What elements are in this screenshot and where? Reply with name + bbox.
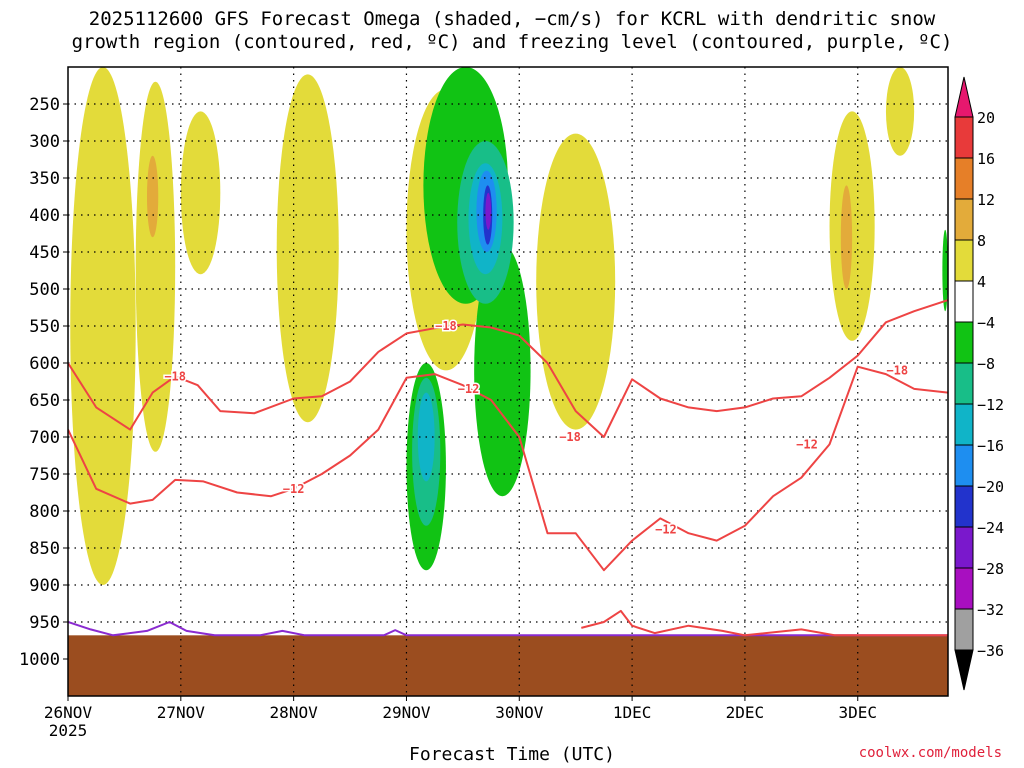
- colorbar-swatch: [954, 403, 974, 446]
- omega-shaded-region: [135, 81, 176, 452]
- y-tick-label: 1000: [19, 650, 60, 670]
- x-tick-label: 2DEC: [726, 703, 765, 722]
- colorbar-swatch: [954, 198, 974, 241]
- colorbar-swatch: [954, 608, 974, 651]
- omega-shaded-region: [536, 133, 616, 430]
- y-tick-label: 700: [29, 428, 60, 448]
- colorbar-label: −12: [977, 396, 1004, 414]
- contour-label: −18: [886, 363, 908, 377]
- omega-shaded-region: [829, 111, 875, 341]
- colorbar-swatch: [954, 485, 974, 528]
- contour-label: −18: [164, 369, 186, 383]
- y-tick-label: 650: [29, 391, 60, 411]
- gridline-layer: [68, 67, 948, 696]
- y-tick-label: 850: [29, 539, 60, 559]
- omega-shaded-region: [146, 155, 159, 238]
- colorbar-swatch: [954, 239, 974, 282]
- colorbar-swatch: [954, 280, 974, 323]
- colorbar-label: −32: [977, 601, 1004, 619]
- colorbar-swatch: [954, 321, 974, 364]
- y-tick-label: 600: [29, 354, 60, 374]
- colorbar-bottom-arrow: [954, 649, 974, 691]
- omega-shaded-region: [840, 185, 853, 289]
- colorbar-swatch: [954, 157, 974, 200]
- y-tick-label: 550: [29, 317, 60, 337]
- omega-shading-layer: [70, 67, 948, 585]
- colorbar-label: −16: [977, 437, 1004, 455]
- x-tick-label: 29NOV: [382, 703, 431, 722]
- contour-label: −12: [283, 482, 305, 496]
- colorbar-label: −8: [977, 355, 995, 373]
- colorbar-label: −4: [977, 314, 995, 332]
- x-tick-label: 27NOV: [157, 703, 206, 722]
- y-tick-label: 750: [29, 465, 60, 485]
- contour-line: [68, 621, 948, 637]
- y-tick-label: 800: [29, 502, 60, 522]
- colorbar-swatch: [954, 567, 974, 610]
- y-tick-label: 400: [29, 206, 60, 226]
- contour-label: −12: [655, 523, 677, 537]
- x-tick-label: 28NOV: [270, 703, 319, 722]
- axes-layer: 250 300 350 400 450 500 550 600 650 700 750 800 850 9…: [19, 66, 949, 740]
- x-tick-label: 26NOV: [44, 703, 93, 722]
- contour-label: −18: [559, 430, 581, 444]
- credit-link[interactable]: coolwx.com/models: [858, 745, 1002, 761]
- contour-label: −12: [458, 382, 480, 396]
- colorbar-swatch: [954, 526, 974, 569]
- y-tick-label: 900: [29, 576, 60, 596]
- omega-shaded-region: [942, 229, 948, 312]
- plot-frame: [67, 66, 949, 697]
- omega-shaded-region: [485, 192, 492, 230]
- colorbar-label: 12: [977, 191, 995, 209]
- contour-line: [68, 365, 948, 572]
- x-tick-label: 30NOV: [495, 703, 544, 722]
- contour-label: −12: [796, 437, 818, 451]
- colorbar-label: −20: [977, 478, 1004, 496]
- colorbar-swatch: [954, 362, 974, 405]
- colorbar-label: −36: [977, 642, 1004, 660]
- y-tick-label: 450: [29, 243, 60, 263]
- colorbar-swatch: [954, 444, 974, 487]
- y-tick-label: 500: [29, 280, 60, 300]
- colorbar-label: 4: [977, 273, 986, 291]
- y-tick-label: 300: [29, 132, 60, 152]
- ground-surface: [68, 635, 948, 696]
- chart-title-line-1: 2025112600 GFS Forecast Omega (shaded, −…: [88, 8, 936, 30]
- snow-region-contour: [581, 609, 948, 637]
- omega-shaded-region: [276, 74, 339, 423]
- colorbar-label: 8: [977, 232, 986, 250]
- colorbar-label: −28: [977, 560, 1004, 578]
- chart-title-line-2: growth region (contoured, red, ºC) and f…: [71, 31, 953, 53]
- x-tick-sublabel: 2025: [49, 721, 88, 740]
- omega-shaded-region: [70, 67, 136, 585]
- y-tick-label: 350: [29, 169, 60, 189]
- x-tick-label: 3DEC: [838, 703, 877, 722]
- omega-shaded-region: [180, 111, 221, 275]
- omega-shaded-region: [885, 67, 915, 156]
- y-tick-label: 950: [29, 613, 60, 633]
- contour-layer: −18 −18 −18 −18 −12 −12 −12 −12: [68, 299, 948, 637]
- colorbar: 20 16 12 8 4 −4 −8 −12 −16 −20 −24 −28 −32 −36: [954, 76, 1004, 691]
- contour-line: [68, 299, 948, 438]
- colorbar-top-arrow: [954, 76, 974, 118]
- colorbar-label: −24: [977, 519, 1004, 537]
- x-tick-label: 1DEC: [613, 703, 652, 722]
- contour-label: −18: [435, 319, 457, 333]
- x-axis-label: Forecast Time (UTC): [409, 744, 615, 765]
- colorbar-swatch: [954, 116, 974, 159]
- ground-layer: [68, 635, 948, 696]
- y-tick-label: 250: [29, 95, 60, 115]
- colorbar-label: 20: [977, 109, 995, 127]
- colorbar-label: 16: [977, 150, 995, 168]
